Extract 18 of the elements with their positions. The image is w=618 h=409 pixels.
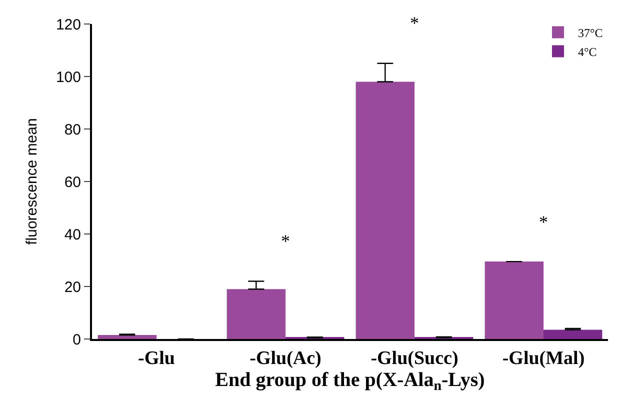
x-tick-label: -Glu(Mal) xyxy=(502,348,585,369)
annotation: * xyxy=(281,231,290,251)
y-tick-label: 20 xyxy=(64,278,81,296)
x-tick-label: -Glu(Ac) xyxy=(250,348,322,369)
x-tick-label: -Glu xyxy=(138,348,176,369)
y-tick-label: 80 xyxy=(64,121,81,138)
y-tick-label: 0 xyxy=(72,331,81,348)
y-axis-title: fluorescence mean xyxy=(24,118,41,245)
y-tick-label: 40 xyxy=(64,226,81,244)
y-tick-label: 100 xyxy=(56,68,81,86)
annotation: * xyxy=(410,13,419,33)
annotation: * xyxy=(539,212,548,232)
y-tick-label: 120 xyxy=(56,16,81,34)
x-axis-title: End group of the p(X-Ala$_{n}$-Lys) xyxy=(215,368,485,394)
legend-label: 37°C xyxy=(578,26,603,40)
y-tick-label: 60 xyxy=(64,174,81,191)
x-tick-label: -Glu(Succ) xyxy=(370,348,458,369)
legend-label: 4°C xyxy=(578,44,597,59)
